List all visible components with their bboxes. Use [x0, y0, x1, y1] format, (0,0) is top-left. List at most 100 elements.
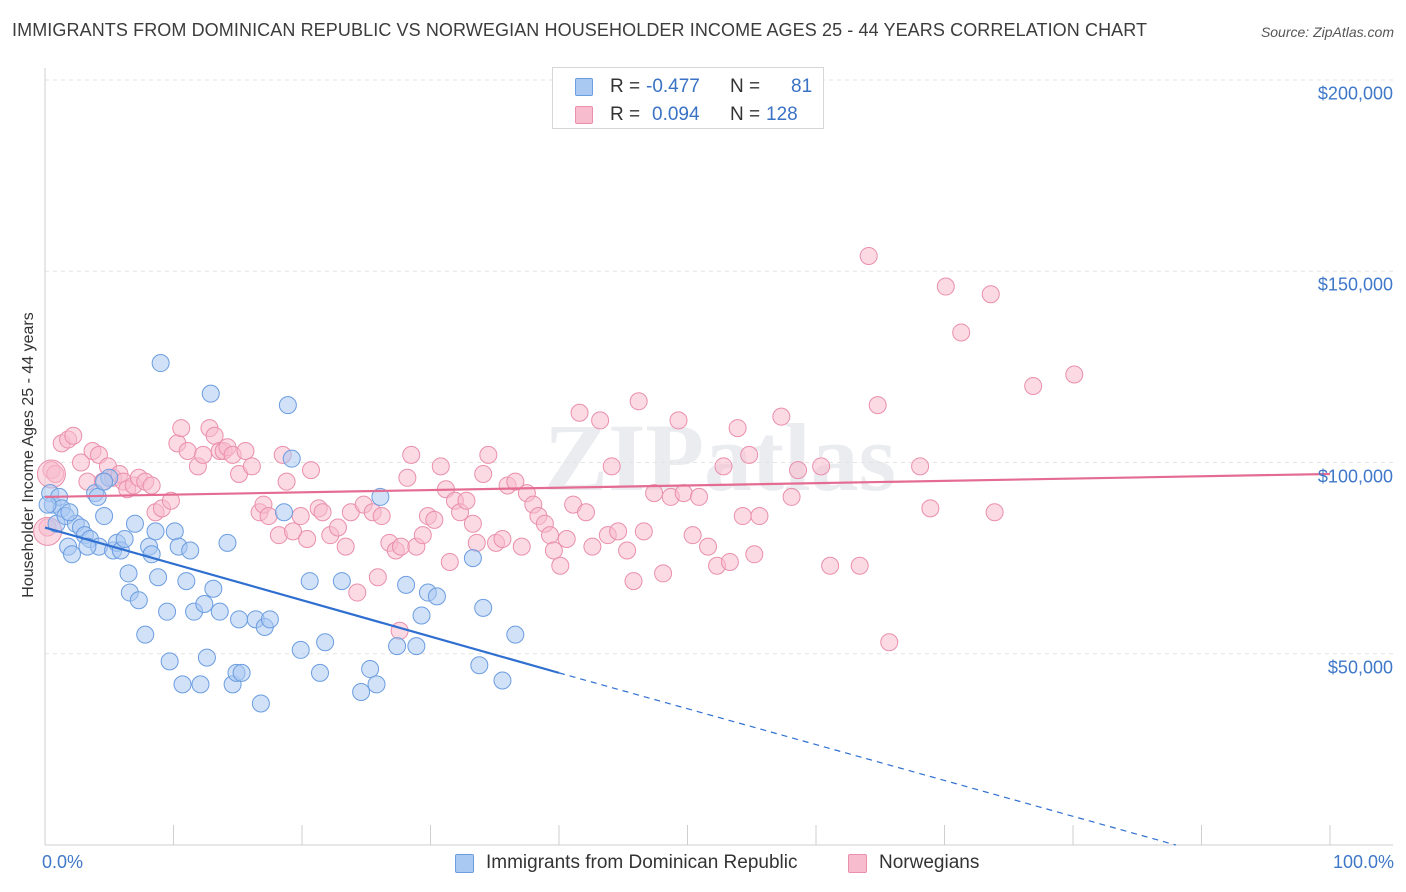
- data-point: [602, 457, 621, 476]
- data-point: [388, 637, 407, 656]
- data-point: [151, 354, 170, 373]
- data-point: [618, 541, 637, 560]
- data-point: [474, 598, 493, 617]
- data-point: [201, 384, 220, 403]
- data-point: [850, 556, 869, 575]
- data-point: [398, 468, 417, 487]
- trend-line-norwegians: [44, 472, 1331, 499]
- data-point: [210, 602, 229, 621]
- data-point: [557, 530, 576, 548]
- y-tick-label: $150,000: [1317, 274, 1393, 295]
- data-point: [277, 472, 296, 491]
- data-point: [230, 610, 249, 629]
- data-point: [300, 572, 319, 591]
- data-point: [371, 487, 390, 506]
- data-point: [952, 323, 971, 342]
- data-point: [936, 277, 955, 296]
- data-point: [551, 556, 570, 575]
- series-norwegians-points: [33, 246, 1084, 652]
- data-point: [407, 637, 426, 656]
- n-label: N =: [730, 104, 761, 125]
- data-point: [119, 564, 138, 583]
- data-point: [629, 392, 648, 411]
- source-label: Source: ZipAtlas.com: [1260, 24, 1394, 40]
- data-point: [457, 491, 476, 510]
- data-point: [390, 621, 409, 640]
- data-point: [634, 522, 653, 541]
- data-point: [178, 442, 197, 461]
- data-point: [859, 246, 878, 265]
- data-point: [391, 537, 410, 556]
- data-point: [880, 633, 899, 652]
- data-point: [60, 503, 79, 522]
- legend-swatch-pink: [848, 854, 867, 873]
- data-point: [158, 602, 177, 621]
- data-point: [720, 552, 739, 571]
- data-point: [583, 537, 602, 556]
- data-point: [506, 472, 525, 491]
- data-point: [372, 507, 391, 526]
- data-point: [440, 552, 459, 571]
- data-point: [868, 396, 887, 415]
- data-point: [310, 663, 329, 682]
- data-point: [412, 606, 431, 625]
- data-point: [690, 487, 709, 506]
- data-point: [129, 591, 148, 610]
- data-point: [750, 507, 769, 526]
- r-label: R =: [610, 76, 641, 97]
- data-point: [479, 445, 498, 464]
- n-value: 81: [791, 76, 813, 97]
- data-point: [413, 526, 432, 545]
- data-point: [674, 484, 693, 503]
- data-point: [1065, 365, 1084, 384]
- data-point: [821, 556, 840, 575]
- data-point: [921, 499, 940, 518]
- data-point: [467, 533, 486, 552]
- data-point: [313, 503, 332, 522]
- data-point: [699, 537, 718, 556]
- data-point: [291, 507, 310, 526]
- data-point: [218, 533, 237, 552]
- data-point: [282, 449, 301, 468]
- data-point: [493, 671, 512, 690]
- y-tick-label: $50,000: [1327, 657, 1393, 678]
- data-point: [332, 572, 351, 591]
- data-point: [136, 625, 155, 644]
- trend-lines: [44, 472, 1331, 846]
- data-point: [71, 453, 90, 472]
- data-point: [284, 522, 303, 541]
- legend-label-dominican: Immigrants from Dominican Republic: [486, 852, 798, 873]
- data-point: [789, 461, 808, 480]
- data-point: [402, 445, 421, 464]
- n-label: N =: [730, 76, 761, 97]
- correlation-stats-box: R = -0.477 N = 81 R = 0.094 N = 128: [552, 67, 824, 129]
- data-point: [425, 510, 444, 529]
- data-point: [470, 656, 489, 675]
- data-point: [298, 530, 317, 548]
- n-value: 128: [766, 104, 798, 125]
- data-point: [232, 663, 251, 682]
- data-point: [981, 285, 1000, 304]
- data-point: [173, 675, 192, 694]
- data-point: [361, 660, 380, 679]
- axes: [44, 68, 1393, 846]
- legend: Immigrants from Dominican Republic Norwe…: [0, 852, 1406, 876]
- data-point: [541, 526, 560, 545]
- data-point: [463, 514, 482, 533]
- data-point: [493, 530, 512, 548]
- data-point: [591, 411, 610, 430]
- data-point: [316, 633, 335, 652]
- data-point: [544, 541, 563, 560]
- data-point: [985, 503, 1004, 522]
- data-point: [654, 564, 673, 583]
- data-point: [301, 461, 320, 480]
- data-point: [125, 514, 144, 533]
- data-point: [62, 545, 81, 564]
- x-tick-label-max: 100.0%: [1332, 852, 1394, 872]
- data-point: [95, 507, 114, 526]
- data-point: [197, 648, 216, 667]
- series-dominican-points: [38, 354, 525, 713]
- chart-title: IMMIGRANTS FROM DOMINICAN REPUBLIC VS NO…: [12, 20, 1148, 40]
- data-point: [683, 526, 702, 545]
